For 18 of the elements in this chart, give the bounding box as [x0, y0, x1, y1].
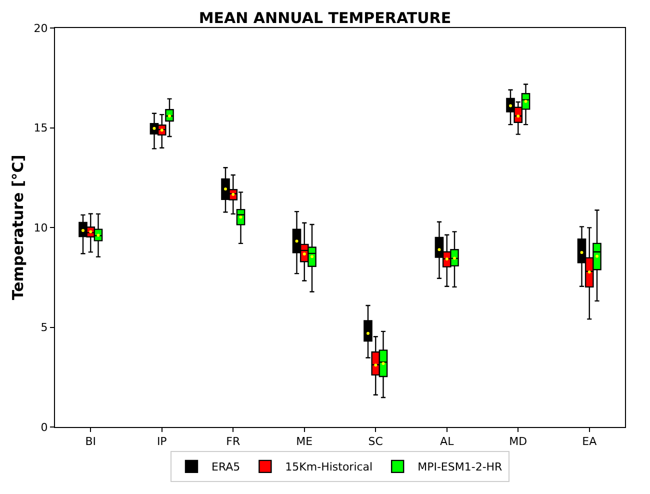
legend-label: ERA5: [212, 460, 240, 474]
y-tick-label: 15: [34, 122, 48, 135]
y-tick-label: 5: [40, 321, 48, 334]
y-tick-label: 20: [34, 22, 48, 35]
x-tick-label: BI: [85, 435, 96, 448]
chart-title: MEAN ANNUAL TEMPERATURE: [198, 8, 452, 27]
x-tick-label: SC: [368, 435, 384, 448]
x-tick-label: MD: [509, 435, 528, 448]
y-axis-title: Temperature [°C]: [9, 154, 28, 300]
legend-label: MPI-ESM1-2-HR: [418, 460, 503, 474]
y-tick-label: 10: [34, 221, 48, 234]
legend-label: 15Km-Historical: [285, 460, 373, 474]
x-tick-label: IP: [156, 435, 168, 448]
x-tick-label: ME: [296, 435, 313, 448]
x-tick-label: FR: [226, 435, 240, 448]
x-tick-label: AL: [440, 435, 455, 448]
y-tick-label: 0: [40, 420, 48, 434]
x-tick-label: EA: [582, 435, 598, 448]
